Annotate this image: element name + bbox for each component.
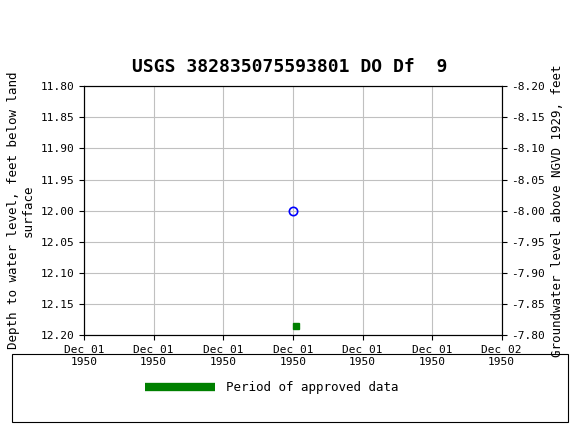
Text: USGS: USGS [35,14,95,33]
Y-axis label: Depth to water level, feet below land
surface: Depth to water level, feet below land su… [7,72,35,350]
Text: USGS 382835075593801 DO Df  9: USGS 382835075593801 DO Df 9 [132,58,448,76]
Y-axis label: Groundwater level above NGVD 1929, feet: Groundwater level above NGVD 1929, feet [551,64,564,357]
Text: Period of approved data: Period of approved data [226,381,398,394]
